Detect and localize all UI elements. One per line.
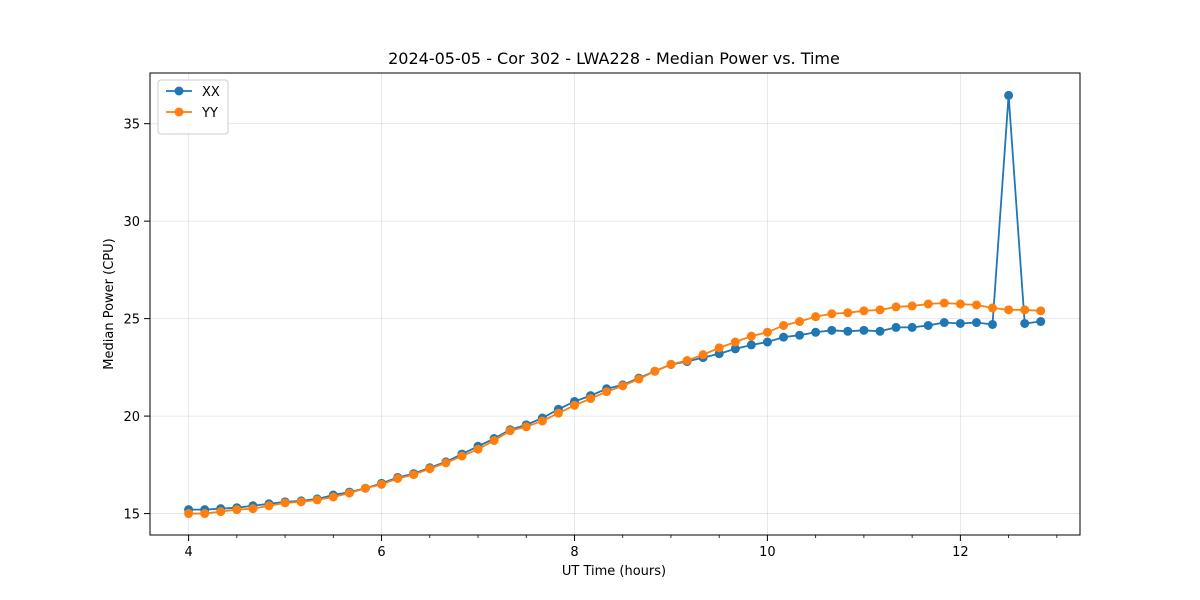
plot-frame [149, 72, 1081, 536]
series-yy-point [987, 303, 997, 313]
series-yy-point [939, 298, 949, 308]
plot-series [184, 90, 1046, 519]
series-yy-point [344, 488, 354, 498]
series-yy-point [618, 381, 628, 391]
series-xx-point [859, 325, 869, 335]
series-yy-point [843, 308, 853, 318]
y-axis-label: Median Power (CPU) [102, 238, 117, 369]
grid-lines [150, 73, 1080, 535]
x-axis-label: UT Time (hours) [562, 564, 666, 579]
series-xx-point [762, 337, 772, 347]
series-yy-point [586, 394, 596, 404]
series-yy-point [827, 309, 837, 319]
x-tick-label: 12 [952, 545, 969, 560]
series-yy-point [312, 495, 322, 505]
series-yy-point [537, 416, 547, 426]
series-yy-point [971, 300, 981, 310]
series-xx-point [1020, 318, 1030, 328]
series-yy-point [634, 374, 644, 384]
x-tick-label: 10 [759, 545, 776, 560]
series-yy-point [296, 497, 306, 507]
series-xx-point [971, 318, 981, 328]
series-xx-point [891, 322, 901, 332]
series-yy-point [779, 320, 789, 330]
series-yy-point [682, 356, 692, 366]
legend-yy-marker [174, 107, 184, 117]
series-yy-point [489, 435, 499, 445]
series-yy [184, 298, 1046, 519]
y-tick-label: 35 [123, 118, 140, 133]
series-yy-point [280, 498, 290, 508]
series-yy-point [1020, 305, 1030, 315]
series-yy-point [553, 408, 563, 418]
series-yy-point [762, 327, 772, 337]
series-yy-point [457, 451, 467, 461]
series-xx-point [955, 318, 965, 328]
series-yy-point [216, 507, 226, 517]
series-yy-point [425, 464, 435, 474]
y-tick-label: 20 [123, 410, 140, 425]
series-yy-point [891, 302, 901, 312]
series-xx-point [939, 318, 949, 328]
series-xx-point [1004, 90, 1014, 100]
legend-xx-label: XX [202, 85, 220, 100]
series-xx-point [746, 340, 756, 350]
series-xx-point [811, 327, 821, 337]
legend: XX YY [157, 79, 229, 135]
series-yy-point [377, 479, 387, 489]
legend-yy-label: YY [201, 106, 218, 121]
series-yy-point [264, 501, 274, 511]
x-tick-label: 8 [570, 545, 578, 560]
series-xx-point [987, 319, 997, 329]
series-yy-point [184, 509, 194, 519]
series-yy-point [1036, 306, 1046, 316]
series-xx-point [923, 320, 933, 330]
series-yy-point [441, 458, 451, 468]
series-xx-point [779, 332, 789, 342]
series-yy-point [650, 366, 660, 376]
series-yy-point [393, 473, 403, 483]
x-tick-label: 4 [184, 545, 192, 560]
series-yy-point [521, 422, 531, 432]
series-yy-point [907, 301, 917, 311]
series-xx-point [907, 322, 917, 332]
series-yy-point [1004, 305, 1014, 315]
series-yy-point [569, 400, 579, 410]
y-tick-label: 30 [123, 215, 140, 230]
series-xx-point [730, 344, 740, 354]
series-yy-point [505, 426, 515, 436]
series-xx-point [795, 330, 805, 340]
series-xx-point [875, 326, 885, 336]
y-tick-label: 15 [123, 508, 140, 523]
legend-xx-marker [174, 86, 184, 96]
series-yy-point [746, 331, 756, 341]
series-yy-point [923, 299, 933, 309]
series-yy-point [795, 317, 805, 327]
series-yy-point [200, 509, 210, 519]
series-yy-point [409, 470, 419, 480]
series-yy-point [328, 492, 338, 502]
x-tick-label: 6 [377, 545, 385, 560]
series-yy-point [698, 350, 708, 360]
y-tick-label: 25 [123, 313, 140, 328]
series-yy-point [714, 343, 724, 353]
series-yy-point [232, 505, 242, 515]
series-yy-point [859, 306, 869, 316]
series-yy-point [360, 483, 370, 493]
series-yy-point [955, 299, 965, 309]
series-yy-point [730, 337, 740, 347]
series-yy-point [875, 305, 885, 315]
series-yy-point [811, 312, 821, 322]
chart-title: 2024-05-05 - Cor 302 - LWA228 - Median P… [388, 49, 840, 68]
series-yy-point [473, 444, 483, 454]
series-yy-point [248, 504, 258, 514]
series-xx-point [1036, 317, 1046, 327]
axes: 4 6 8 10 12 15 20 25 30 35 [123, 118, 1058, 560]
series-xx-point [843, 326, 853, 336]
series-yy-point [602, 387, 612, 397]
series-xx-point [827, 325, 837, 335]
series-yy-point [666, 359, 676, 369]
